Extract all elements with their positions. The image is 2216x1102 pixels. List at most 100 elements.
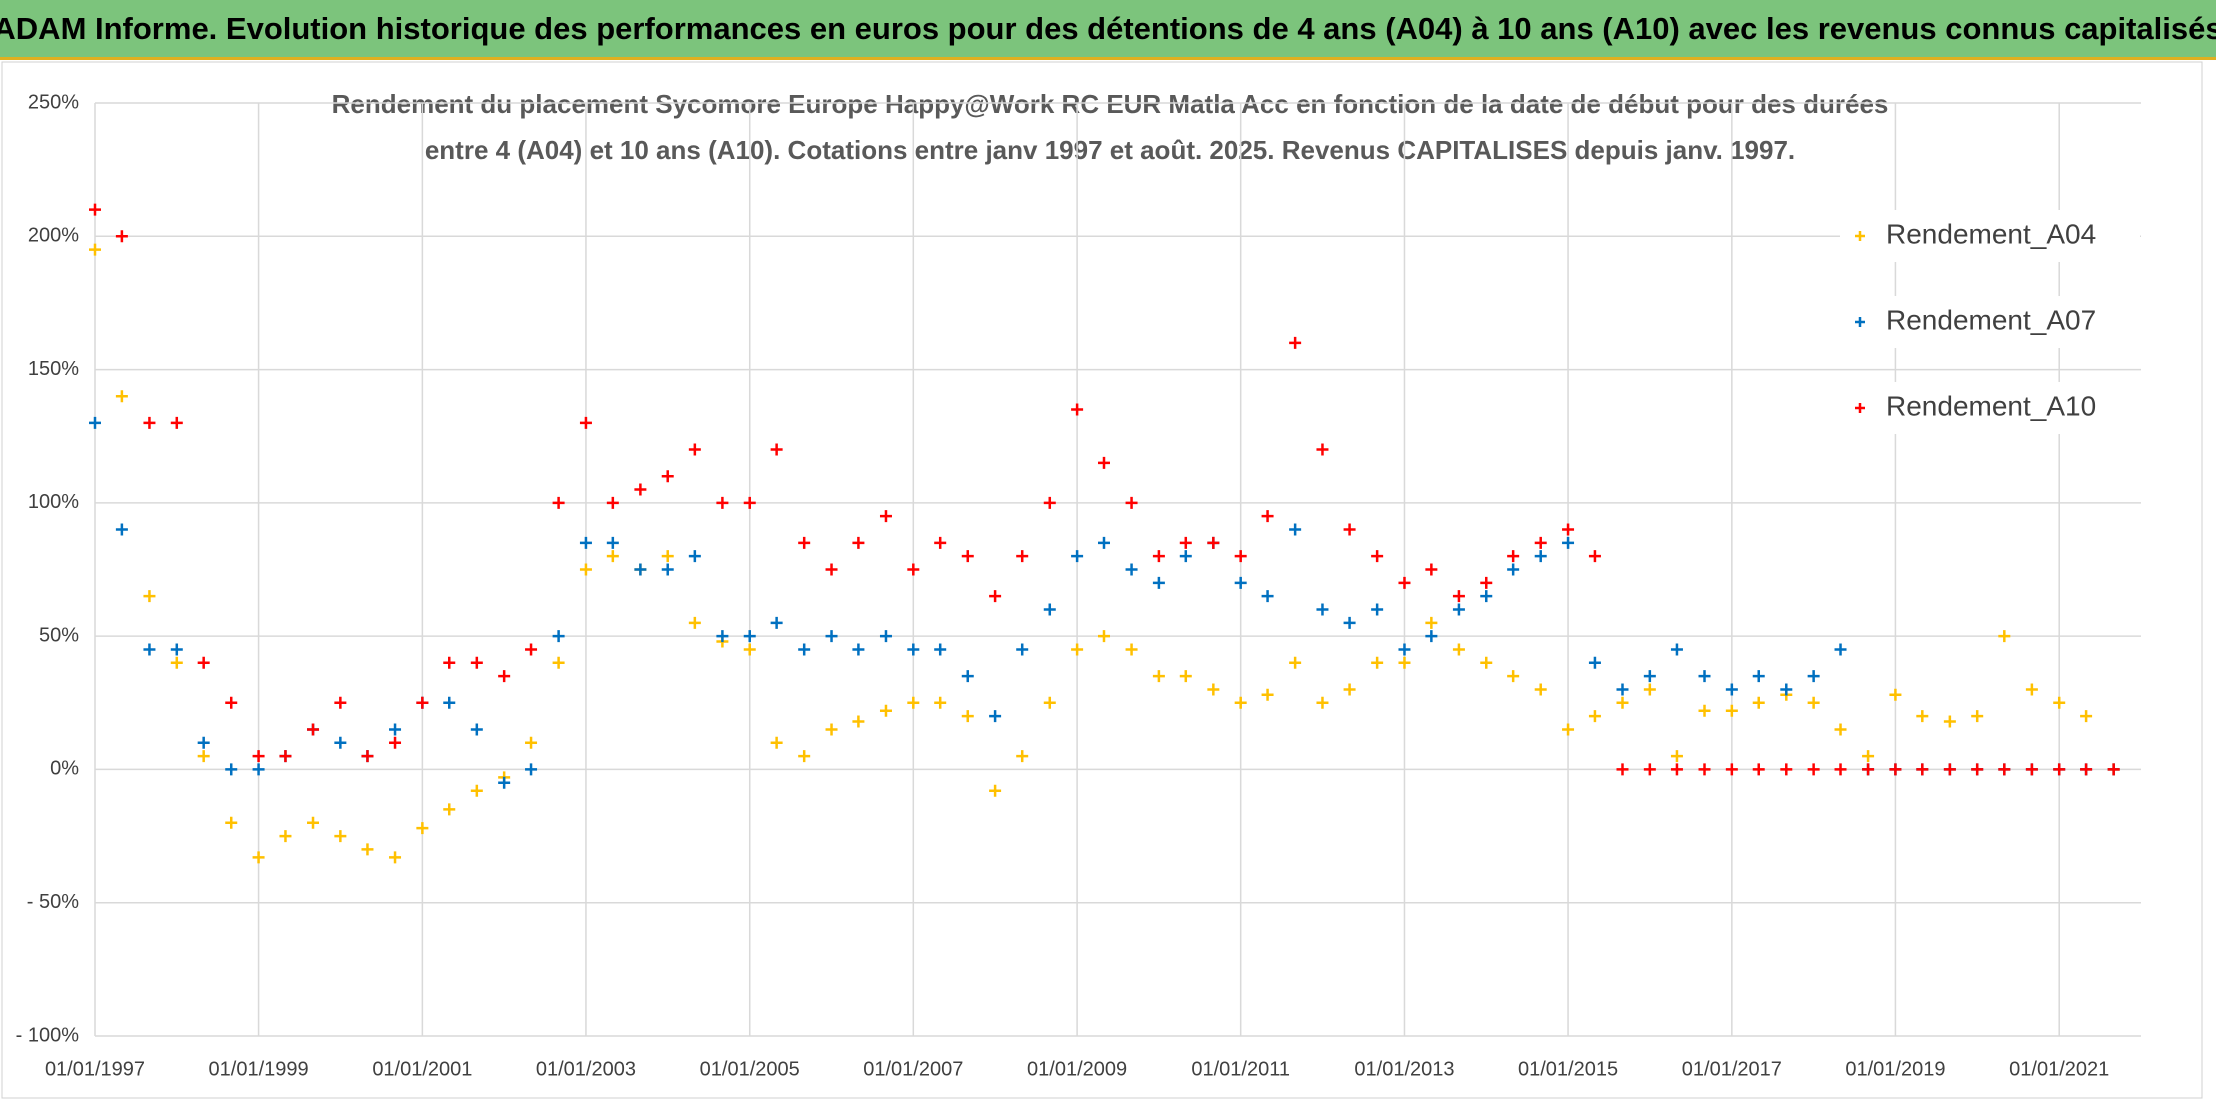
- data-point: [1425, 630, 1438, 643]
- data-point: [961, 710, 974, 723]
- data-point: [1179, 670, 1192, 683]
- legend-marker: [1855, 403, 1865, 413]
- legend-marker: [1855, 231, 1865, 241]
- data-point: [89, 416, 101, 429]
- data-point: [1125, 496, 1138, 509]
- y-tick-label: 100%: [28, 491, 79, 513]
- data-point: [1207, 683, 1220, 696]
- data-point: [1343, 523, 1356, 536]
- data-point: [1562, 723, 1575, 736]
- data-point: [1562, 523, 1575, 536]
- data-point: [1752, 696, 1765, 709]
- data-point: [1588, 710, 1601, 723]
- data-point: [307, 723, 320, 736]
- data-point: [525, 763, 538, 776]
- page-title: ADAM Informe. Evolution historique des p…: [0, 0, 2216, 60]
- x-tick-label: 01/01/2017: [1682, 1058, 1782, 1080]
- data-point: [1971, 763, 1984, 776]
- data-point: [1643, 670, 1656, 683]
- data-point: [1780, 763, 1793, 776]
- data-point: [1398, 656, 1411, 669]
- data-point: [416, 822, 429, 835]
- data-point: [197, 656, 210, 669]
- data-point: [879, 630, 892, 643]
- data-point: [743, 630, 756, 643]
- chart-frame: [1, 61, 2203, 1099]
- data-point: [579, 536, 592, 549]
- data-point: [252, 750, 265, 763]
- data-point: [443, 803, 456, 816]
- data-point: [416, 696, 429, 709]
- data-point: [334, 830, 347, 843]
- data-point: [1725, 683, 1738, 696]
- data-point: [1725, 763, 1738, 776]
- data-point: [1670, 643, 1683, 656]
- data-point: [1943, 715, 1956, 728]
- data-point: [907, 643, 920, 656]
- data-point: [1834, 723, 1847, 736]
- data-point: [770, 443, 783, 456]
- data-point: [1261, 688, 1274, 701]
- data-point: [2080, 763, 2093, 776]
- data-point: [1862, 750, 1875, 763]
- data-point: [661, 470, 674, 483]
- data-point: [1125, 643, 1138, 656]
- data-point: [2025, 763, 2038, 776]
- chart-subtitle: entre 4 (A04) et 10 ans (A10). Cotations…: [425, 135, 1795, 165]
- data-point: [989, 590, 1002, 603]
- data-point: [1043, 696, 1056, 709]
- y-tick-label: 250%: [28, 91, 79, 113]
- data-point: [498, 670, 511, 683]
- data-point: [2053, 696, 2066, 709]
- data-point: [606, 536, 619, 549]
- data-point: [961, 550, 974, 563]
- data-point: [225, 816, 238, 829]
- data-point: [716, 496, 729, 509]
- data-point: [197, 750, 210, 763]
- data-point: [225, 763, 238, 776]
- data-point: [1016, 643, 1029, 656]
- data-point: [1807, 670, 1820, 683]
- data-point: [1261, 510, 1274, 523]
- data-point: [1371, 656, 1384, 669]
- data-point: [579, 416, 592, 429]
- data-point: [688, 443, 701, 456]
- data-point: [1425, 563, 1438, 576]
- y-tick-label: - 100%: [16, 1024, 80, 1046]
- data-point: [470, 784, 483, 797]
- data-point: [825, 563, 838, 576]
- data-point: [743, 643, 756, 656]
- legend-label: Rendement_A07: [1886, 304, 2096, 335]
- chart-subtitle: Rendement du placement Sycomore Europe H…: [332, 89, 1889, 119]
- data-point: [1534, 536, 1547, 549]
- x-tick-label: 01/01/2015: [1518, 1058, 1618, 1080]
- data-point: [1043, 603, 1056, 616]
- legend-bg: [1840, 296, 2140, 348]
- data-point: [2080, 710, 2093, 723]
- data-point: [1507, 563, 1520, 576]
- data-point: [89, 243, 101, 256]
- x-tick-label: 01/01/2007: [863, 1058, 963, 1080]
- data-point: [688, 550, 701, 563]
- data-point: [1534, 683, 1547, 696]
- data-point: [1998, 630, 2011, 643]
- data-point: [1179, 550, 1192, 563]
- data-point: [852, 643, 865, 656]
- y-tick-label: 50%: [39, 624, 79, 646]
- data-point: [1316, 443, 1329, 456]
- data-point: [1643, 763, 1656, 776]
- y-tick-label: 150%: [28, 358, 79, 380]
- data-point: [498, 776, 511, 789]
- data-point: [389, 851, 402, 864]
- data-point: [2025, 683, 2038, 696]
- data-point: [852, 536, 865, 549]
- data-point: [143, 590, 156, 603]
- data-point: [661, 563, 674, 576]
- data-point: [1289, 336, 1302, 349]
- x-tick-label: 01/01/2019: [1845, 1058, 1945, 1080]
- data-point: [1016, 750, 1029, 763]
- data-point: [1071, 403, 1084, 416]
- data-point: [1807, 763, 1820, 776]
- data-point: [1562, 536, 1575, 549]
- data-point: [197, 736, 210, 749]
